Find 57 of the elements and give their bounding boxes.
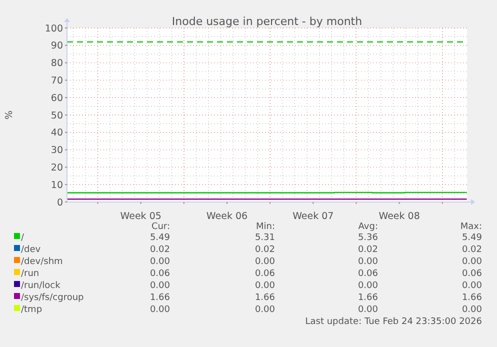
- text: 0.06: [358, 269, 378, 279]
- text: 0.02: [254, 245, 275, 255]
- text: 5.49: [462, 233, 482, 243]
- text: 0.00: [254, 305, 276, 315]
- y-tick-label: 70: [50, 76, 63, 87]
- text: 0.00: [358, 257, 378, 267]
- text: 0.00: [462, 281, 482, 291]
- x-tick-label: Week 07: [292, 211, 334, 222]
- text: 0.00: [150, 257, 170, 267]
- legend-label: /run: [21, 269, 40, 279]
- text: Avg:: [358, 222, 378, 232]
- y-tick-label: 50: [50, 110, 63, 122]
- text: 0.00: [150, 305, 170, 315]
- legend-label: /run/lock: [21, 281, 62, 291]
- text: Max:: [460, 222, 482, 232]
- text: 0.02: [358, 245, 378, 255]
- text: 0.06: [462, 269, 482, 279]
- y-tick-label: 0: [56, 197, 63, 208]
- x-tick-label: Week 05: [120, 211, 162, 222]
- text: 0.06: [254, 269, 276, 279]
- y-tick-label: 100: [44, 23, 63, 34]
- y-axis-title: %: [4, 110, 15, 120]
- text: 0.00: [462, 257, 482, 267]
- x-tick-label: Week 08: [378, 211, 420, 222]
- text: Last update: Tue Feb 24 23:35:00 2026: [305, 317, 482, 327]
- text: 0.02: [462, 245, 482, 255]
- text: 5.36: [358, 233, 378, 243]
- chart-title: Inode usage in percent - by month: [172, 15, 362, 28]
- y-tick-label: 20: [50, 162, 63, 174]
- y-tick-label: 60: [50, 92, 63, 104]
- y-tick-label: 30: [50, 145, 63, 156]
- legend-label: /dev/shm: [21, 257, 63, 267]
- text: 1.66: [254, 293, 276, 303]
- y-tick-label: 80: [50, 58, 63, 70]
- y-tick-label: 40: [50, 128, 63, 139]
- text: Min:: [256, 222, 275, 232]
- legend-label: /: [21, 233, 25, 243]
- x-tick-label: Week 06: [206, 211, 248, 222]
- text: 0.00: [254, 257, 276, 267]
- text: 1.66: [358, 293, 378, 303]
- text: 0.00: [254, 281, 276, 291]
- text: 0.00: [358, 281, 378, 291]
- text: Cur:: [151, 222, 170, 232]
- text: 5.49: [150, 233, 170, 243]
- legend-label: /dev: [21, 245, 42, 255]
- text: 5.31: [254, 233, 275, 243]
- text: 1.66: [150, 293, 170, 303]
- text: 0.00: [462, 305, 482, 315]
- text: 0.00: [150, 281, 170, 291]
- text: 0.02: [150, 245, 170, 255]
- legend-label: /sys/fs/cgroup: [21, 293, 84, 303]
- text: 0.06: [150, 269, 170, 279]
- y-tick-label: 90: [50, 40, 63, 52]
- y-tick-label: 10: [50, 180, 63, 191]
- legend-label: /tmp: [21, 305, 42, 315]
- text: 0.00: [358, 305, 378, 315]
- text: 1.66: [462, 293, 482, 303]
